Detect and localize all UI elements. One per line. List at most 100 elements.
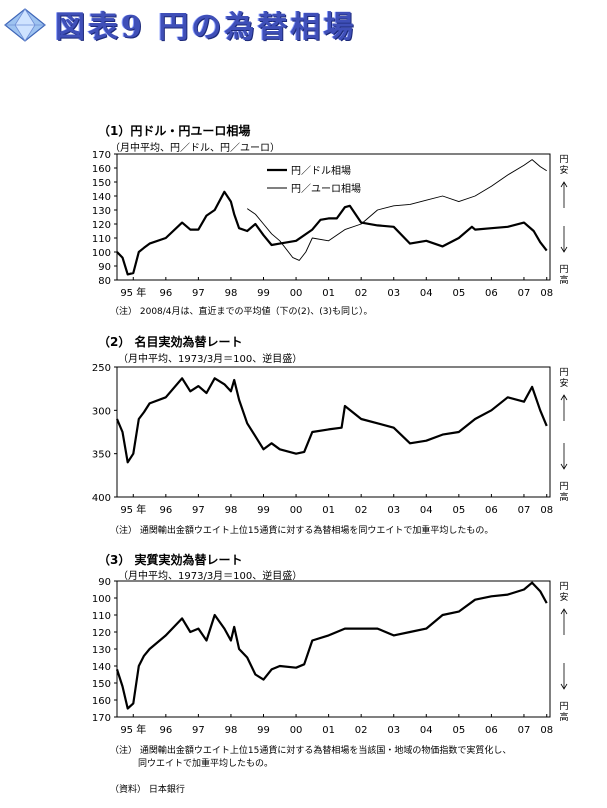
chart-1-frame — [116, 153, 551, 281]
chart-2-x-tick-label: 08 — [540, 505, 553, 516]
chart-3-x-tick-label: 05 — [452, 725, 465, 736]
chart-1-x-tick-label: 06 — [485, 288, 498, 299]
chart-1-y-tick-label: 80 — [98, 276, 111, 287]
chart-2-side-top-2: 安 — [559, 377, 568, 389]
chart-1-y-tick-label: 100 — [92, 248, 111, 259]
chart-2-y-tick-label: 400 — [92, 493, 111, 504]
chart-2-x-tick-label: 96 — [159, 505, 172, 516]
chart-2-x-tick-label: 03 — [387, 505, 400, 516]
chart-2-x-tick-label: 95 年 — [120, 503, 146, 516]
chart-1-x-tick-label: 97 — [192, 288, 205, 299]
chart-1-x-tick-label: 98 — [225, 288, 238, 299]
chart-1-x-tick-label: 08 — [540, 288, 553, 299]
chart-3-x-tick-label: 02 — [355, 725, 368, 736]
chart-1-series-1-line — [116, 190, 548, 276]
chart-3-note-line-2: 同ウエイトで加重平均したもの。 — [138, 759, 274, 769]
chart-3-y-tick-label: 130 — [92, 645, 111, 656]
chart-1-x-tick-label: 02 — [355, 288, 368, 299]
chart-2-y-tick-label: 300 — [92, 406, 111, 417]
chart-3-x-tick-label: 99 — [257, 725, 270, 736]
chart-2-side-top-1: 円 — [559, 367, 568, 378]
chart-3-y-tick-label: 160 — [92, 696, 111, 707]
chart-1-y-tick-label: 150 — [92, 178, 111, 189]
chart-3-y-tick-label: 170 — [92, 713, 111, 724]
chart-3-x-tick-label: 03 — [387, 725, 400, 736]
diamond-icon — [4, 8, 46, 42]
chart-3-subtitle: （月中平均、1973/3月＝100、逆目盛） — [118, 571, 303, 582]
chart-1-x-tick-label: 95 年 — [120, 286, 146, 299]
chart-1-side-bottom-2: 高 — [559, 274, 568, 286]
chart-3-x-tick-label: 01 — [322, 725, 335, 736]
chart-3-side-bottom-1: 円 — [559, 701, 568, 712]
chart-1-x-tick-label: 05 — [452, 288, 465, 299]
chart-2-x-tick-label: 99 — [257, 505, 270, 516]
chart-1-side-top-2: 安 — [559, 164, 568, 176]
chart-2-side-arrowhead-down — [560, 463, 568, 470]
chart-2-x-tick-label: 04 — [420, 505, 433, 516]
chart-3-x-tick-label: 04 — [420, 725, 433, 736]
chart-3-x-tick-label: 07 — [518, 725, 531, 736]
chart-2-x-tick-label: 02 — [355, 505, 368, 516]
chart-2-x-tick-label: 00 — [290, 505, 303, 516]
chart-1-side-bottom-1: 円 — [559, 264, 568, 275]
chart-1-x-tick-label: 01 — [322, 288, 335, 299]
chart-1-y-tick-label: 170 — [92, 150, 111, 161]
chart-1-y-tick-label: 110 — [92, 234, 111, 245]
chart-1-x-tick-label: 00 — [290, 288, 303, 299]
chart-1-x-tick-label: 04 — [420, 288, 433, 299]
chart-2-side-arrowhead-up — [560, 394, 568, 401]
chart-1-x-tick-label: 07 — [518, 288, 531, 299]
chart-3-series-1-line — [115, 581, 548, 710]
chart-2-side-bottom-2: 高 — [559, 491, 568, 503]
chart-3-side-top-1: 円 — [559, 581, 568, 592]
chart-1-series-2-line — [246, 159, 547, 261]
chart-1-side-arrowhead-down — [560, 246, 568, 253]
chart-3-side-bottom-2: 高 — [559, 711, 568, 723]
chart-2-frame — [116, 366, 551, 498]
chart-1-legend-label: 円／ドル相場 — [291, 164, 351, 177]
chart-1-note: （注） 2008/4月は、直近までの平均値（下の(2)、(3)も同じ）。 — [110, 307, 373, 317]
chart-2-x-tick-label: 07 — [518, 505, 531, 516]
chart-2-title: （2） 名目実効為替レート — [98, 335, 243, 349]
chart-3-x-tick-label: 06 — [485, 725, 498, 736]
chart-1-y-tick-label: 160 — [92, 164, 111, 175]
chart-1-title: （1）円ドル・円ユーロ相場 — [98, 124, 251, 138]
chart-3-y-tick-label: 100 — [92, 594, 111, 605]
chart-1-y-tick-label: 140 — [92, 192, 111, 203]
chart-3-y-tick-label: 120 — [92, 628, 111, 639]
chart-1-y-tick-label: 90 — [98, 262, 111, 273]
chart-2-y-tick-label: 350 — [92, 450, 111, 461]
chart-2-x-tick-label: 98 — [225, 505, 238, 516]
chart-3-y-tick-label: 150 — [92, 679, 111, 690]
chart-1-side-top-1: 円 — [559, 154, 568, 165]
chart-2-series-1-line — [115, 377, 548, 464]
chart-1-side-arrowhead-up — [560, 181, 568, 188]
chart-1-legend-label: 円／ユーロ相場 — [291, 182, 361, 195]
chart-3-title: （3） 実質実効為替レート — [98, 553, 243, 567]
chart-1-x-tick-label: 99 — [257, 288, 270, 299]
chart-3-side-top-2: 安 — [559, 591, 568, 603]
chart-3-y-tick-label: 140 — [92, 662, 111, 673]
chart-3-x-tick-label: 96 — [159, 725, 172, 736]
source-note: （資料） 日本銀行 — [110, 785, 185, 795]
chart-3-y-tick-label: 90 — [98, 577, 111, 588]
chart-2-subtitle: （月中平均、1973/3月＝100、逆目盛） — [118, 354, 303, 365]
chart-3-x-tick-label: 97 — [192, 725, 205, 736]
chart-3-x-tick-label: 00 — [290, 725, 303, 736]
chart-3-note-line-1: （注） 通関輸出金額ウエイト上位15通貨に対する為替相場を当該国・地域の物価指数… — [110, 746, 512, 756]
chart-1-y-tick-label: 130 — [92, 206, 111, 217]
chart-1-x-tick-label: 03 — [387, 288, 400, 299]
chart-1-subtitle: （月中平均、円／ドル、円／ユーロ） — [110, 143, 280, 154]
chart-2-x-tick-label: 06 — [485, 505, 498, 516]
chart-2-x-tick-label: 05 — [452, 505, 465, 516]
chart-3-x-tick-label: 98 — [225, 725, 238, 736]
chart-3-y-tick-label: 110 — [92, 611, 111, 622]
page-title: 図表9 円の為替相場 — [55, 10, 357, 45]
chart-3-side-arrowhead-up — [560, 608, 568, 615]
chart-3-x-tick-label: 08 — [540, 725, 553, 736]
chart-2-side-bottom-1: 円 — [559, 481, 568, 492]
chart-3-frame — [116, 580, 551, 718]
